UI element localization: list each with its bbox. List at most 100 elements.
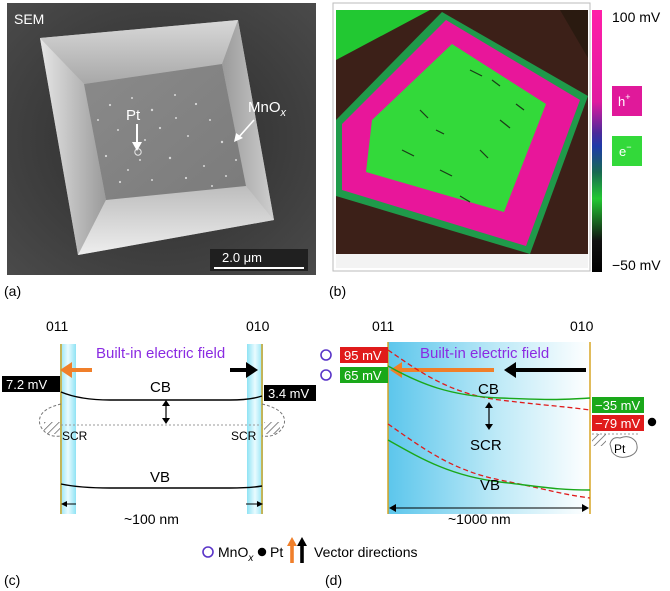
c-left-wall [60, 344, 76, 514]
c-scr-left: SCR [62, 429, 88, 443]
c-left-value: 7.2 mV [6, 377, 48, 392]
c-orange-arrowhead [60, 362, 72, 378]
d-facet-left: 011 [372, 318, 395, 334]
electron-label-sup: − [626, 142, 631, 152]
d-mnox-marker-2 [320, 369, 332, 381]
c-left-scr-curve [38, 403, 62, 437]
d-value-neg35: −35 mV [595, 398, 640, 413]
kpfm-corner-topright [560, 10, 588, 58]
sem-panel: Pt MnOx SEM 2.0 μm [7, 3, 316, 275]
c-vb-label: VB [150, 469, 170, 486]
c-facet-right: 010 [246, 318, 270, 334]
d-value-65: 65 mV [344, 368, 382, 383]
sem-center-facet [84, 64, 246, 200]
d-cb-label: CB [478, 381, 499, 398]
colorbar-bottom-value: −50 mV [612, 257, 661, 273]
band-diagram-large: 011 010 Built-in electric field 95 mV 65… [320, 318, 657, 527]
d-value-neg79: −79 mV [595, 416, 640, 431]
hole-label: h+ [618, 92, 631, 109]
legend-mnox-base: MnO [218, 544, 248, 560]
c-right-scr-curve [261, 403, 286, 437]
d-width-arrow-left [389, 504, 396, 512]
hole-label-base: h [618, 94, 625, 109]
c-right-wall [247, 344, 263, 514]
electron-label: e− [619, 142, 632, 159]
pt-particles [97, 94, 237, 187]
c-right-contact [264, 422, 280, 434]
d-pt-contact [592, 434, 606, 446]
kpfm-corner-topleft [336, 10, 430, 60]
c-width-label: ~100 nm [124, 511, 179, 527]
c-right-value: 3.4 mV [268, 386, 310, 401]
legend-orange-arrowhead [287, 537, 297, 546]
d-value-neg35-box [592, 397, 644, 413]
d-field-label: Built-in electric field [420, 345, 549, 362]
kpfm-status-bar [336, 254, 588, 268]
sem-label: SEM [14, 11, 44, 27]
c-cb-label: CB [150, 379, 171, 396]
pt-label: Pt [126, 107, 141, 124]
c-left-contact [44, 422, 60, 434]
hole-label-sup: + [625, 92, 630, 102]
mnox-label: MnOx [248, 99, 287, 119]
d-cb-red [387, 349, 591, 411]
kpfm-panel: 100 mV −50 mV h+ e− [332, 2, 661, 273]
d-value-neg79-box [592, 415, 644, 431]
d-facet-right: 010 [570, 318, 594, 334]
mnox-pointer-arrow [237, 119, 255, 139]
legend-vectors-label: Vector directions [314, 544, 418, 560]
sem-facet-left-rim [40, 38, 106, 255]
c-scr-right: SCR [231, 429, 257, 443]
panel-a-label: (a) [4, 283, 21, 299]
d-value-95: 95 mV [344, 348, 382, 363]
d-pt-particle [609, 436, 638, 458]
mnox-label-sub: x [280, 107, 287, 119]
legend-mnox-label: MnOx [218, 544, 254, 564]
c-vb-line [60, 483, 263, 489]
d-gap-arrow-bottom [485, 424, 493, 430]
kpfm-colorbar [592, 10, 602, 272]
c-width-arrow-left [61, 501, 67, 507]
d-mnox-marker-1 [320, 349, 332, 361]
kpfm-electron-facet [366, 44, 546, 212]
d-value-65-box [340, 367, 388, 383]
c-right-value-box [264, 385, 316, 401]
mnox-pointer-arrowhead [234, 133, 243, 142]
sem-facet-right-rim [222, 20, 274, 220]
colorbar-top-value: 100 mV [612, 9, 661, 25]
c-field-label: Built-in electric field [96, 345, 225, 362]
d-width-arrow-right [582, 504, 589, 512]
c-cb-line [60, 391, 263, 401]
c-black-arrowhead [246, 362, 258, 378]
panel-c-label: (c) [4, 572, 20, 588]
legend-mnox-icon [202, 546, 214, 558]
d-gap-arrow-top [485, 402, 493, 408]
d-vb-green [387, 439, 591, 491]
electron-label-base: e [619, 144, 626, 159]
legend-mnox-sub: x [247, 553, 254, 564]
mnox-label-base: MnO [248, 99, 281, 116]
c-width-arrow-right [257, 501, 263, 507]
d-pt-label: Pt [614, 442, 626, 456]
kpfm-dark-specks [401, 69, 525, 203]
band-diagram-small: 011 010 Built-in electric field 7.2 mV 3… [2, 318, 316, 527]
electron-chip [612, 136, 642, 166]
d-scr-label: SCR [470, 437, 502, 454]
legend-black-arrowhead [297, 537, 307, 546]
sem-facet-top-rim [40, 20, 238, 84]
d-width-label: ~1000 nm [448, 511, 511, 527]
panel-d-label: (d) [325, 572, 342, 588]
d-black-arrowhead [504, 362, 516, 378]
d-vb-label: VB [480, 477, 500, 494]
panel-b-label: (b) [329, 283, 346, 299]
c-gap-arrow-bottom [162, 418, 170, 424]
legend-pt-label: Pt [270, 544, 283, 560]
legend: MnOx Pt Vector directions [202, 537, 418, 564]
scalebar-label: 2.0 μm [222, 250, 262, 265]
scalebar-box [210, 249, 308, 271]
hole-chip [612, 86, 642, 116]
d-cb-green [387, 365, 591, 401]
d-pt-marker [647, 417, 657, 427]
legend-pt-icon [257, 547, 267, 557]
